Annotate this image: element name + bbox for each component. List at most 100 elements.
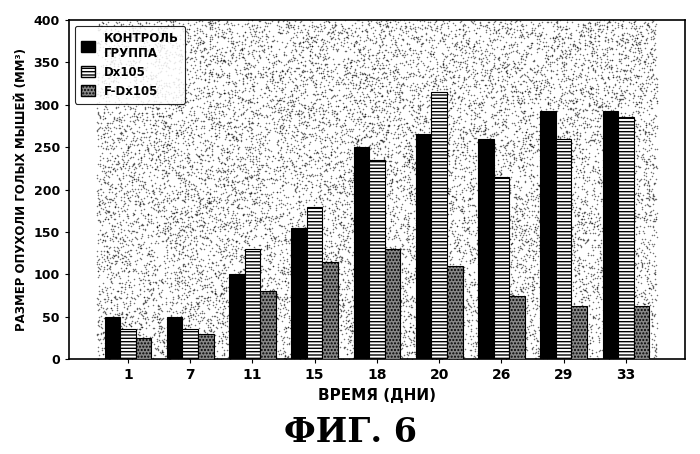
Point bbox=[309, 303, 320, 311]
Point bbox=[444, 56, 456, 64]
Point bbox=[170, 247, 181, 254]
Point bbox=[298, 184, 309, 192]
Point bbox=[372, 301, 384, 309]
Point bbox=[524, 88, 535, 95]
Point bbox=[335, 311, 346, 318]
Point bbox=[122, 242, 134, 249]
Point bbox=[196, 270, 207, 277]
Point bbox=[631, 54, 643, 62]
Point bbox=[288, 99, 299, 106]
Point bbox=[235, 188, 246, 196]
Point bbox=[545, 84, 557, 91]
Point bbox=[252, 249, 263, 257]
Point bbox=[202, 189, 213, 196]
Point bbox=[497, 251, 508, 258]
Point bbox=[648, 284, 659, 291]
Point bbox=[390, 350, 401, 357]
Point bbox=[441, 52, 452, 59]
Point bbox=[172, 230, 183, 237]
Point bbox=[497, 120, 508, 128]
Point bbox=[612, 121, 623, 128]
Point bbox=[353, 136, 364, 143]
Point bbox=[559, 34, 570, 41]
Point bbox=[163, 80, 174, 87]
Point bbox=[442, 328, 453, 335]
Point bbox=[453, 345, 464, 352]
Point bbox=[468, 268, 480, 276]
Point bbox=[179, 208, 190, 215]
Point bbox=[454, 331, 466, 338]
Point bbox=[181, 94, 192, 101]
Point bbox=[139, 299, 150, 306]
Point bbox=[132, 194, 144, 201]
Point bbox=[430, 311, 442, 319]
Point bbox=[144, 139, 155, 147]
Point bbox=[617, 319, 629, 326]
Point bbox=[146, 252, 158, 260]
Point bbox=[592, 89, 603, 97]
Point bbox=[236, 258, 247, 266]
Point bbox=[421, 262, 432, 269]
Point bbox=[344, 310, 355, 317]
Point bbox=[183, 252, 194, 259]
Point bbox=[191, 264, 202, 271]
Point bbox=[428, 79, 440, 86]
Point bbox=[566, 312, 578, 320]
Point bbox=[603, 331, 615, 338]
Point bbox=[110, 88, 121, 95]
Point bbox=[530, 24, 541, 31]
Point bbox=[495, 84, 506, 91]
Point bbox=[144, 149, 155, 157]
Point bbox=[402, 275, 413, 282]
Point bbox=[216, 248, 227, 255]
Point bbox=[532, 347, 543, 355]
Point bbox=[646, 152, 657, 159]
Point bbox=[617, 78, 629, 85]
Point bbox=[421, 77, 433, 84]
Point bbox=[305, 303, 316, 311]
Point bbox=[239, 266, 250, 273]
Point bbox=[144, 51, 155, 59]
Point bbox=[238, 246, 249, 253]
Point bbox=[389, 262, 400, 269]
Point bbox=[98, 88, 109, 95]
Point bbox=[293, 205, 304, 212]
Point bbox=[501, 96, 512, 103]
Point bbox=[378, 154, 389, 161]
Point bbox=[599, 313, 610, 320]
Point bbox=[351, 73, 362, 80]
Point bbox=[335, 253, 346, 260]
Point bbox=[414, 72, 425, 79]
Point bbox=[204, 315, 216, 322]
Point bbox=[561, 156, 573, 163]
Point bbox=[358, 192, 370, 199]
Point bbox=[540, 241, 551, 248]
Point bbox=[498, 59, 510, 67]
Point bbox=[336, 296, 347, 303]
Point bbox=[365, 242, 377, 250]
Point bbox=[540, 296, 551, 304]
Point bbox=[580, 87, 592, 94]
Point bbox=[468, 54, 480, 62]
Point bbox=[643, 298, 655, 306]
Point bbox=[244, 350, 255, 357]
Point bbox=[539, 148, 550, 156]
Point bbox=[237, 266, 248, 273]
Point bbox=[245, 292, 256, 300]
Point bbox=[265, 96, 276, 104]
Point bbox=[584, 116, 596, 123]
Point bbox=[201, 296, 212, 303]
Point bbox=[330, 242, 342, 250]
Point bbox=[477, 63, 489, 70]
Point bbox=[335, 339, 346, 346]
Point bbox=[125, 350, 136, 357]
Point bbox=[151, 265, 162, 272]
Point bbox=[487, 133, 498, 140]
Bar bbox=[183, 330, 198, 359]
Point bbox=[230, 224, 241, 232]
Point bbox=[148, 188, 159, 195]
Point bbox=[527, 349, 538, 356]
Point bbox=[214, 195, 225, 202]
Point bbox=[346, 215, 358, 222]
Point bbox=[615, 153, 626, 160]
